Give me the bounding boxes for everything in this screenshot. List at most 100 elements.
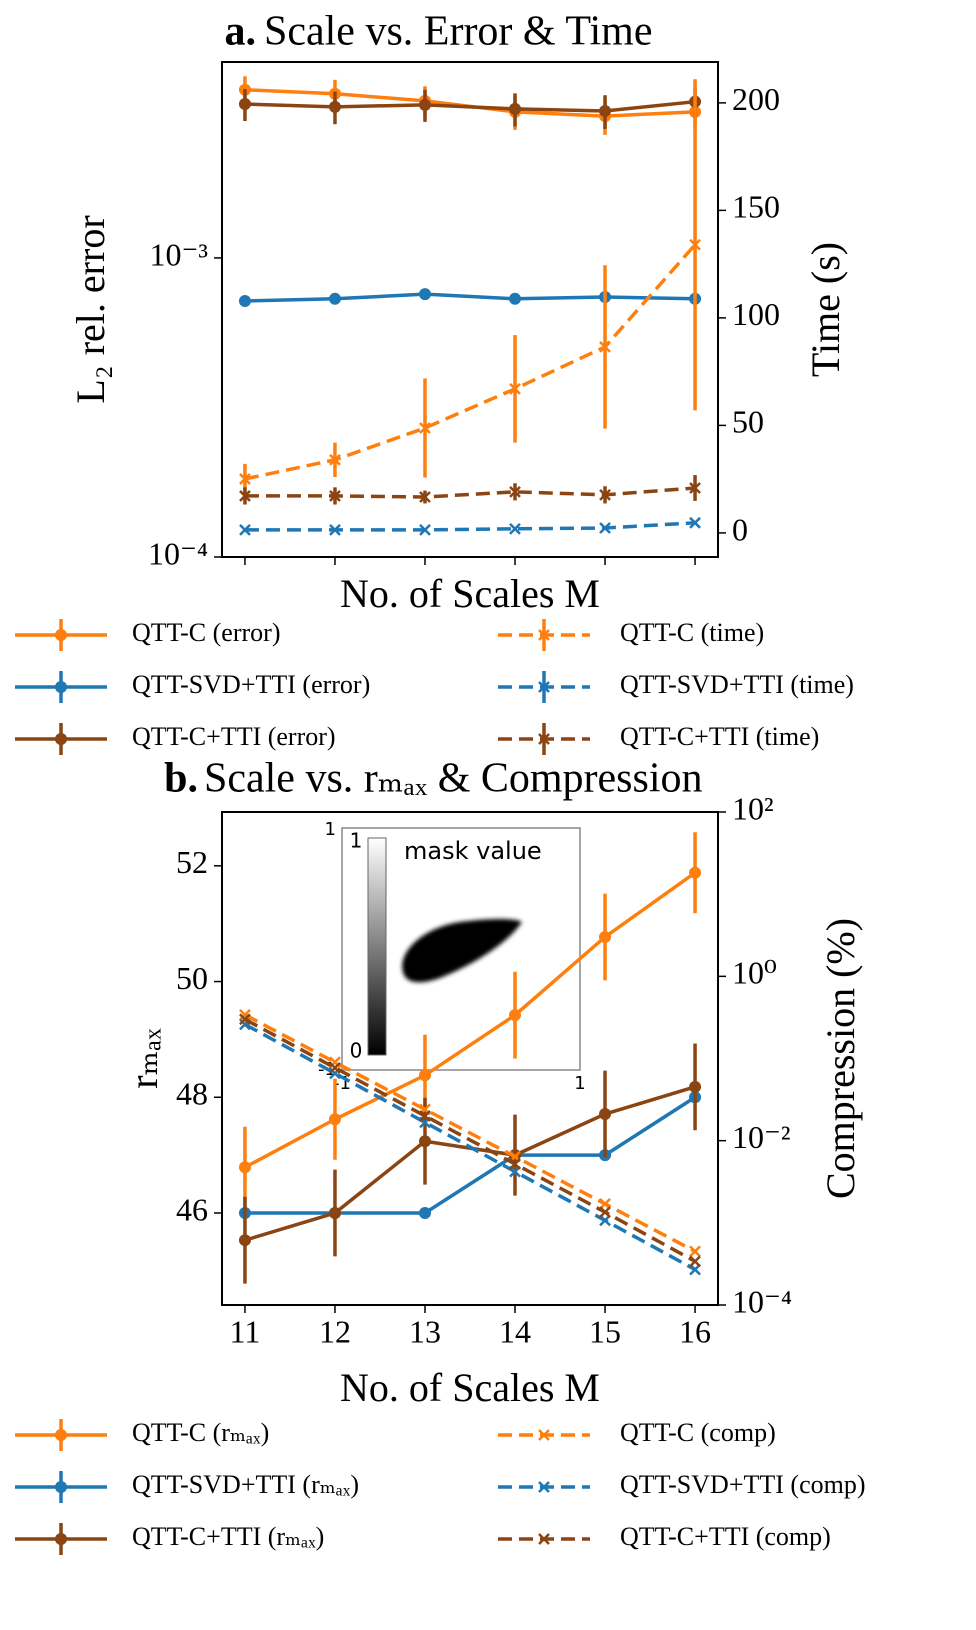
point bbox=[419, 1110, 431, 1122]
legend-label: QTT-C (rₘₐₓ) bbox=[132, 1418, 269, 1447]
legend-label: QTT-SVD+TTI (time) bbox=[620, 670, 854, 699]
legend-label: QTT-C (error) bbox=[132, 618, 280, 647]
point bbox=[418, 1069, 431, 1082]
colorbar bbox=[367, 837, 387, 1056]
point bbox=[599, 488, 611, 501]
x-tick-label: 11 bbox=[230, 1313, 261, 1349]
series-line bbox=[244, 1095, 696, 1215]
point bbox=[509, 1009, 522, 1022]
point bbox=[329, 524, 341, 536]
series-line bbox=[244, 486, 696, 499]
point bbox=[328, 1113, 341, 1126]
y-tick-label: 48 bbox=[176, 1076, 208, 1112]
point bbox=[239, 1008, 251, 1021]
legend-label: QTT-C+TTI (rₘₐₓ) bbox=[132, 1522, 324, 1551]
series-line bbox=[244, 243, 697, 481]
y2-axis-label: Compression (%) bbox=[818, 918, 863, 1199]
point bbox=[689, 238, 701, 251]
point bbox=[239, 490, 251, 502]
y2-axis-label: Time (s) bbox=[803, 242, 848, 377]
point bbox=[418, 1135, 431, 1148]
point bbox=[599, 341, 611, 353]
x-tick-label: 15 bbox=[589, 1313, 621, 1349]
point bbox=[419, 524, 431, 536]
panel-label: a. bbox=[225, 9, 257, 55]
y-tick-label: 50 bbox=[176, 960, 208, 996]
series-line bbox=[244, 871, 697, 1169]
point bbox=[599, 522, 611, 534]
series-line bbox=[244, 88, 696, 118]
legend-marker bbox=[55, 1429, 67, 1441]
inset-y-tick-label: 1 bbox=[325, 819, 336, 840]
x-tick-label: 14 bbox=[499, 1313, 531, 1349]
inset-x-tick-label: 1 bbox=[574, 1073, 585, 1094]
point bbox=[599, 1206, 611, 1219]
series-line bbox=[244, 1017, 696, 1263]
point bbox=[239, 473, 251, 485]
point bbox=[328, 1206, 341, 1219]
legend-label: QTT-SVD+TTI (error) bbox=[132, 670, 370, 699]
point bbox=[509, 382, 521, 395]
legend-label: QTT-C+TTI (time) bbox=[620, 722, 819, 751]
legend-label: QTT-SVD+TTI (comp) bbox=[620, 1470, 866, 1499]
legend-marker bbox=[55, 629, 67, 641]
series-line bbox=[244, 1022, 696, 1272]
colorbar-tick-label: 0 bbox=[350, 1039, 363, 1063]
series-line bbox=[244, 292, 696, 303]
colorbar-label: mask value bbox=[404, 837, 542, 865]
point bbox=[329, 453, 341, 466]
y-tick-label: 10⁻⁴ bbox=[148, 535, 208, 571]
point bbox=[238, 1234, 251, 1247]
point bbox=[689, 1245, 701, 1258]
colorbar-tick-label: 1 bbox=[350, 829, 363, 853]
point bbox=[599, 1108, 612, 1121]
legend-label: QTT-C (comp) bbox=[620, 1418, 776, 1447]
y-axis-label: L₂ rel. error bbox=[68, 215, 113, 403]
point bbox=[419, 422, 431, 434]
chart-title: Scale vs. Error & Time bbox=[264, 9, 652, 55]
legend-marker bbox=[538, 1481, 550, 1493]
plot-frame bbox=[221, 61, 719, 558]
point bbox=[689, 516, 701, 529]
point bbox=[689, 1255, 701, 1268]
point bbox=[418, 288, 431, 301]
legend-label: QTT-SVD+TTI (rₘₐₓ) bbox=[132, 1470, 359, 1499]
point bbox=[689, 866, 702, 879]
legend-marker bbox=[538, 629, 550, 641]
point bbox=[329, 1061, 341, 1074]
legend-marker bbox=[55, 1533, 67, 1545]
legend-marker bbox=[538, 681, 550, 693]
legend-marker bbox=[55, 681, 67, 693]
panel-label: b. bbox=[164, 756, 198, 802]
point bbox=[599, 930, 612, 943]
y2-tick-label: 10⁻⁴ bbox=[732, 1283, 792, 1319]
point bbox=[328, 100, 341, 113]
point bbox=[239, 1013, 251, 1026]
point bbox=[599, 104, 612, 117]
y2-tick-label: 100 bbox=[732, 296, 780, 332]
legend-label: QTT-C+TTI (error) bbox=[132, 722, 336, 751]
legend-label: QTT-C+TTI (comp) bbox=[620, 1522, 831, 1551]
point bbox=[238, 1161, 251, 1174]
point bbox=[509, 102, 522, 115]
y2-tick-label: 10⁰ bbox=[732, 955, 777, 991]
y-tick-label: 46 bbox=[176, 1191, 208, 1227]
legend-label: QTT-C (time) bbox=[620, 618, 764, 647]
point bbox=[238, 98, 251, 111]
x-axis-label: No. of Scales M bbox=[340, 571, 600, 616]
chart-title: Scale vs. rₘₐₓ & Compression bbox=[204, 756, 703, 802]
legend-marker bbox=[538, 1533, 550, 1545]
y-tick-label: 52 bbox=[176, 844, 208, 880]
y2-tick-label: 10⁻² bbox=[732, 1119, 790, 1155]
series-line bbox=[244, 99, 696, 113]
y2-tick-label: 50 bbox=[732, 404, 764, 440]
point bbox=[689, 1080, 702, 1093]
y2-tick-label: 150 bbox=[732, 189, 780, 225]
point bbox=[329, 490, 341, 502]
plot-frame bbox=[221, 811, 719, 1306]
y2-tick-label: 200 bbox=[732, 81, 780, 117]
mask-shape bbox=[402, 919, 522, 983]
point bbox=[509, 1158, 521, 1170]
point bbox=[689, 482, 701, 494]
series-line bbox=[244, 1013, 696, 1253]
